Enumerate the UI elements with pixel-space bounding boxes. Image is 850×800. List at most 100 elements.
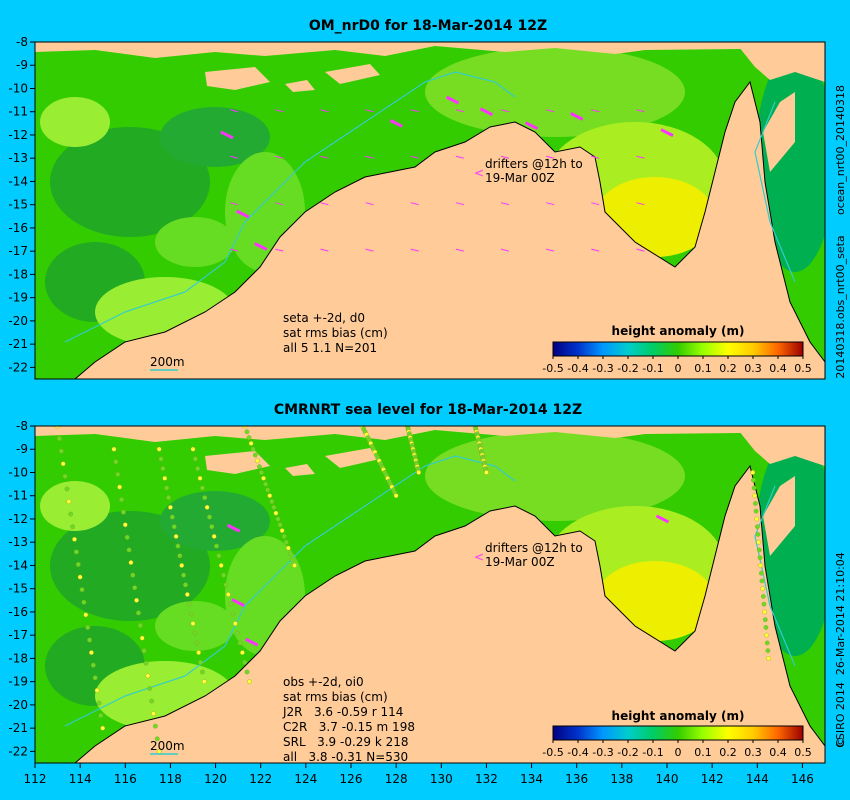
bottom-stats-line: all 3.8 -0.31 N=530 [283, 750, 408, 764]
x-tick-label: 116 [114, 772, 137, 786]
colorbar-tick-label: 0.3 [744, 746, 762, 759]
track-dot [70, 524, 76, 530]
drifter-vector [320, 248, 329, 252]
track-dot [750, 470, 756, 475]
track-dot [164, 485, 170, 491]
track-dot [271, 504, 277, 510]
track-dot [184, 592, 190, 597]
track-dot [256, 464, 262, 470]
drifter-vector [365, 155, 374, 159]
colorbar-tick-label: 0.1 [694, 362, 712, 375]
x-tick-label: 138 [610, 772, 633, 786]
colorbar-tick-label: 0.5 [794, 362, 812, 375]
track-dot [290, 557, 295, 563]
bottom-stats-line: obs +-2d, oi0 [283, 675, 364, 689]
track-dot [252, 452, 258, 458]
track-dot [81, 599, 87, 605]
y-tick-label: -13 [8, 151, 28, 165]
drifter-vector [230, 202, 239, 206]
x-tick-label: 124 [294, 772, 317, 786]
drifter-vector [636, 109, 645, 113]
track-dot [214, 543, 219, 549]
track-dot [139, 635, 145, 641]
track-dot [755, 532, 761, 537]
track-dot [275, 516, 281, 522]
colorbar-tick-label: -0.1 [642, 362, 663, 375]
track-dot [94, 687, 100, 693]
track-dot [232, 621, 238, 626]
drifter-arrow [231, 598, 245, 607]
track-dot [83, 612, 89, 618]
bottom-drifter-note: < drifters @12h to 19-Mar 00Z [474, 541, 583, 569]
track-dot [756, 539, 762, 545]
y-tick-label: -16 [8, 605, 28, 619]
track-dot [169, 514, 175, 520]
satellite-tracks [55, 426, 771, 754]
bottom-drifter-arrows [226, 514, 670, 647]
track-dot [761, 601, 767, 607]
bottom-y-axis: -8 -9 -10 -11 -12 -13 -14 -15 -16 -17 -18 -19 -20 -21… [8, 419, 35, 758]
track-dot [760, 586, 766, 592]
top-drifter-note: < drifters @12h to 19-Mar 00Z [474, 157, 583, 185]
drifter-vector [275, 109, 284, 113]
track-dot [269, 499, 275, 504]
y-tick-label: -20 [8, 314, 28, 328]
track-dot [763, 625, 769, 630]
drifter-vector [500, 202, 510, 206]
y-tick-label: -22 [8, 744, 28, 758]
bottom-isobath-legend: 200m [150, 739, 185, 755]
side-label-credit: CSIRO 2014 26-Mar-2014 21:10:04 [834, 552, 847, 748]
track-dot [190, 446, 196, 452]
y-tick-label: -15 [8, 198, 28, 212]
track-dot [192, 456, 198, 462]
track-dot [134, 597, 139, 603]
track-dot [160, 466, 166, 472]
drifter-vector [455, 248, 464, 252]
track-dot [198, 659, 203, 665]
drifter-vector [591, 155, 600, 159]
y-tick-label: -15 [8, 582, 28, 596]
track-dot [261, 475, 266, 481]
track-dot [89, 650, 94, 656]
drifter-vector [365, 109, 374, 113]
drifter-vector [591, 109, 600, 113]
y-tick-label: -18 [8, 651, 28, 665]
track-dot [152, 723, 158, 729]
bottom-x-axis: 112 114 116 118 120 122 124 126 128 130 132 134 136 1… [24, 763, 814, 786]
track-dot [195, 466, 201, 472]
track-dot [285, 545, 291, 551]
track-dot [416, 470, 422, 475]
track-dot [484, 470, 489, 475]
track-dot [250, 446, 256, 452]
track-dot [246, 435, 252, 441]
track-dot [145, 673, 151, 679]
bottom-colorbar: height anomaly (m) -0.5 -0.4 -0.3 -0.2 -0.1 0… [542, 709, 811, 759]
track-dot [98, 713, 104, 718]
drifter-arrow [220, 130, 234, 140]
track-dot [764, 640, 770, 646]
x-tick-label: 132 [475, 772, 498, 786]
colorbar-tick-label: 0.2 [719, 362, 737, 375]
track-dot [58, 448, 64, 454]
drifter-vector [320, 202, 329, 206]
track-dot [221, 572, 226, 578]
colorbar-tick-label: -0.1 [642, 746, 663, 759]
drifter-arrow [524, 121, 539, 131]
track-dot [115, 472, 121, 477]
track-dot [181, 572, 186, 578]
track-dot [183, 582, 188, 588]
bottom-colorbar-title: height anomaly (m) [612, 709, 745, 723]
track-dot [77, 574, 83, 580]
track-dot [247, 679, 252, 685]
track-dot [156, 446, 162, 452]
track-dot [79, 587, 85, 593]
bottom-stats-line: J2R 3.6 -0.59 r 114 [282, 705, 403, 719]
track-dot [277, 522, 283, 528]
track-dot [149, 698, 155, 704]
drifter-vector [455, 155, 464, 159]
drifter-vector [365, 248, 374, 252]
bottom-stats-line: sat rms bias (cm) [283, 690, 388, 704]
drifter-vector [275, 155, 284, 159]
track-dot [141, 648, 147, 654]
drifter-arrow [445, 95, 460, 105]
